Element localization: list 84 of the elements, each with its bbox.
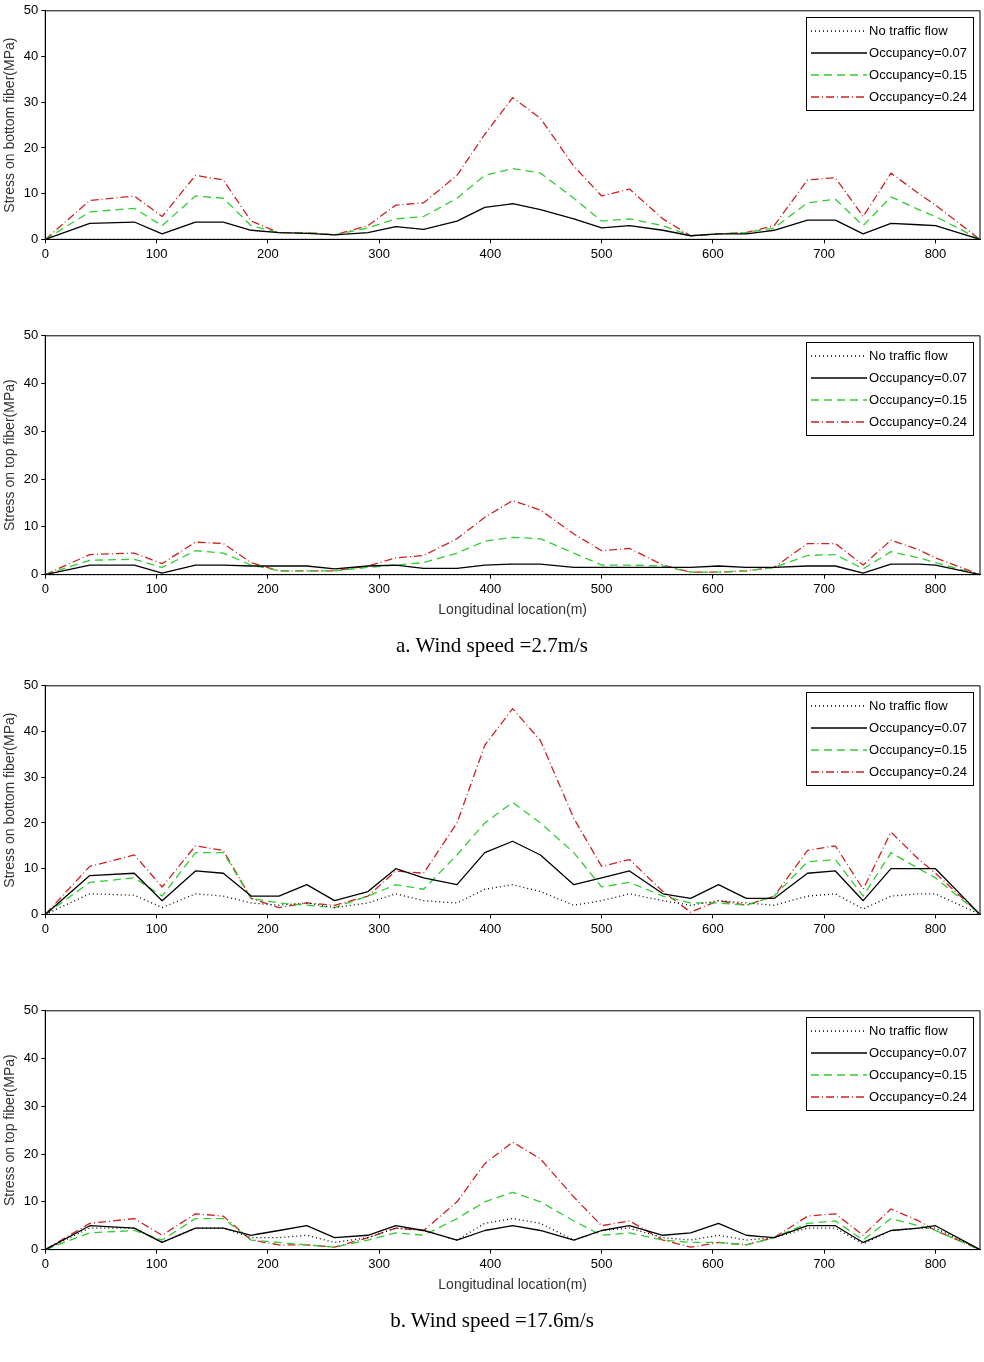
legend-label: Occupancy=0.07 xyxy=(869,368,967,387)
y-tick-label: 0 xyxy=(31,230,39,246)
x-tick-label: 600 xyxy=(702,580,724,596)
x-tick-label: 700 xyxy=(813,920,836,936)
legend-label: Occupancy=0.07 xyxy=(869,43,967,62)
x-tick-label: 400 xyxy=(479,1255,502,1271)
y-tick-label: 20 xyxy=(23,470,39,486)
x-tick-label: 100 xyxy=(145,1255,168,1271)
y-tick-label: 40 xyxy=(23,1050,39,1066)
y-tick-label: 10 xyxy=(23,860,39,876)
x-tick-label: 400 xyxy=(479,580,502,596)
x-tick-label: 600 xyxy=(702,920,724,936)
y-tick-label: 20 xyxy=(23,1145,39,1161)
y-tick-label: 40 xyxy=(23,375,39,391)
legend-label: Occupancy=0.24 xyxy=(869,1087,967,1106)
x-tick-label: 800 xyxy=(924,245,947,261)
legend-label: Occupancy=0.15 xyxy=(869,1065,967,1084)
y-tick-label: 30 xyxy=(23,93,39,109)
y-tick-label: 50 xyxy=(23,327,39,343)
y-tick-label: 30 xyxy=(23,422,39,438)
y-tick-label: 10 xyxy=(23,1193,39,1209)
x-tick-label: 0 xyxy=(41,580,49,596)
x-tick-label: 400 xyxy=(479,920,502,936)
y-tick-label: 0 xyxy=(31,1241,39,1257)
text: b. Wind speed =17.6m/s xyxy=(389,1307,595,1334)
x-tick-label: 700 xyxy=(813,580,836,596)
x-tick-label: 800 xyxy=(924,920,947,936)
y-axis-title: Stress on top fiber(MPa) xyxy=(1,379,18,532)
y-tick-label: 10 xyxy=(23,185,39,201)
x-tick-label: 300 xyxy=(368,580,390,596)
y-axis-title: Stress on bottom fiber(MPa) xyxy=(1,37,18,213)
x-tick-label: 400 xyxy=(479,245,502,261)
x-tick-label: 500 xyxy=(590,245,613,261)
x-axis-title: Longitudinal location(m) xyxy=(438,601,587,618)
legend-label: Occupancy=0.15 xyxy=(869,65,967,84)
y-tick-label: 30 xyxy=(23,1097,39,1113)
y-tick-label: 50 xyxy=(23,2,39,18)
y-tick-label: 40 xyxy=(23,723,39,739)
y-tick-label: 40 xyxy=(23,48,39,64)
y-tick-label: 20 xyxy=(23,814,39,830)
y-tick-label: 0 xyxy=(31,566,39,582)
y-tick-label: 50 xyxy=(23,677,39,693)
legend-label: Occupancy=0.24 xyxy=(869,412,967,431)
x-tick-label: 200 xyxy=(256,580,279,596)
x-tick-label: 600 xyxy=(702,1255,724,1271)
x-tick-label: 100 xyxy=(145,580,168,596)
x-tick-label: 500 xyxy=(590,920,613,936)
x-tick-label: 700 xyxy=(813,1255,836,1271)
legend-label: No traffic flow xyxy=(869,696,948,715)
y-tick-label: 50 xyxy=(23,1002,39,1018)
x-tick-label: 600 xyxy=(702,245,724,261)
x-axis-title: Longitudinal location(m) xyxy=(438,1276,587,1293)
x-tick-label: 500 xyxy=(590,1255,613,1271)
x-tick-label: 500 xyxy=(590,580,613,596)
x-tick-label: 800 xyxy=(924,1255,947,1271)
y-tick-label: 20 xyxy=(23,139,39,155)
y-tick-label: 30 xyxy=(23,768,39,784)
x-tick-label: 200 xyxy=(256,245,279,261)
legend-label: Occupancy=0.24 xyxy=(869,762,967,781)
x-tick-label: 300 xyxy=(368,245,390,261)
legend-label: Occupancy=0.15 xyxy=(869,390,967,409)
legend-label: Occupancy=0.07 xyxy=(869,1043,967,1062)
x-tick-label: 300 xyxy=(368,1255,390,1271)
x-tick-label: 0 xyxy=(41,920,49,936)
x-tick-label: 200 xyxy=(256,920,279,936)
legend-label: Occupancy=0.24 xyxy=(869,87,967,106)
y-tick-label: 0 xyxy=(31,905,39,921)
legend-label: Occupancy=0.07 xyxy=(869,718,967,737)
legend-label: Occupancy=0.15 xyxy=(869,740,967,759)
x-tick-label: 200 xyxy=(256,1255,279,1271)
y-axis-title: Stress on top fiber(MPa) xyxy=(1,1054,18,1207)
x-tick-label: 100 xyxy=(145,920,168,936)
x-tick-label: 700 xyxy=(813,245,836,261)
x-tick-label: 100 xyxy=(145,245,168,261)
x-tick-label: 0 xyxy=(41,245,49,261)
y-tick-label: 10 xyxy=(23,518,39,534)
legend-label: No traffic flow xyxy=(869,346,948,365)
legend-label: No traffic flow xyxy=(869,1021,948,1040)
x-tick-label: 300 xyxy=(368,920,390,936)
legend-label: No traffic flow xyxy=(869,21,948,40)
text: a. Wind speed =2.7m/s xyxy=(395,632,589,659)
y-axis-title: Stress on bottom fiber(MPa) xyxy=(1,712,18,888)
x-tick-label: 0 xyxy=(41,1255,49,1271)
x-tick-label: 800 xyxy=(924,580,947,596)
